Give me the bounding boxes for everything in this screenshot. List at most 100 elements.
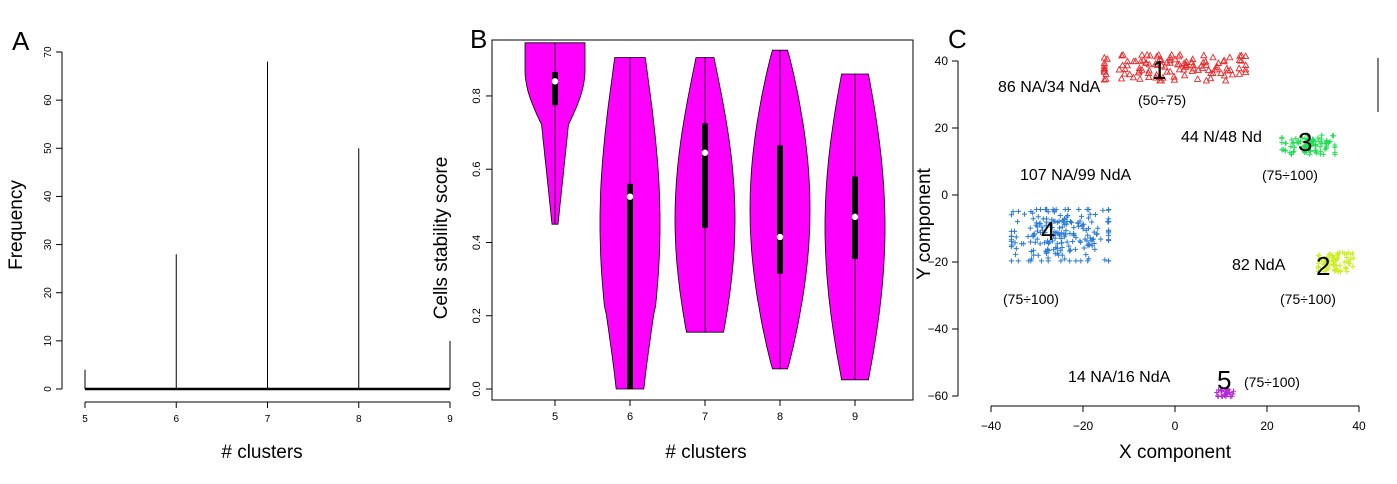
cluster-3-annotation: 44 N/48 Nd [1181,129,1262,146]
cluster-point [1204,66,1213,73]
cluster-point [1087,211,1093,217]
panel-a-bars [84,61,451,389]
cluster-point [1136,74,1144,82]
cluster-point [1085,232,1091,238]
cluster-point [1102,257,1108,263]
cluster-point [1080,226,1086,232]
cluster-point [1086,206,1092,213]
panel-b-median-6 [626,193,634,200]
cluster-point [1067,258,1073,264]
cluster-point [1170,72,1178,80]
cluster-point [1119,50,1127,58]
cluster-point [1049,224,1055,231]
panel-c-y-tick-label: 40 [935,54,949,68]
panel-b-x-ticks: 5 6 7 8 9 [552,400,858,423]
panel-a-x-ticks: 5 6 7 8 9 [82,402,453,425]
cluster-point [1145,60,1153,68]
panel-c-x-tick-label: −40 [981,419,1002,433]
panel-a-axes [61,52,450,403]
cluster-point [1291,145,1298,151]
cluster-point [1241,52,1250,60]
cluster-point [1321,261,1327,268]
cluster-point [1179,65,1188,73]
cluster-point [1130,57,1138,65]
cluster-point [1064,214,1070,220]
cluster-point [1105,219,1111,225]
panel-c-y-tick-label: −60 [928,389,949,403]
panel-c-y-tick-label: −20 [928,255,949,269]
cluster-point [1067,230,1073,237]
cluster-point [1028,208,1034,215]
cluster-point [1334,250,1340,256]
cluster-point [1050,206,1056,213]
cluster-point [1241,61,1250,68]
cluster-point [1339,249,1346,255]
cluster-point [1295,138,1302,144]
cluster-point [1085,215,1092,221]
cluster-1-number: 1 [1152,55,1166,85]
cluster-point [1302,150,1308,156]
cluster-point [1086,242,1092,248]
cluster-point [1228,70,1237,78]
cluster-point [1091,229,1097,235]
cluster-point [1118,51,1126,59]
cluster-point [1100,53,1109,61]
cluster-1-points [1100,50,1250,84]
cluster-point [1089,243,1095,249]
cluster-point [1316,138,1322,145]
cluster-point [1094,231,1100,237]
cluster-point [1288,143,1294,150]
cluster-point [1142,59,1150,66]
cluster-point [1030,216,1036,222]
cluster-point [1332,151,1338,157]
cluster-point [1033,222,1039,228]
cluster-point [1237,56,1245,64]
cluster-point [1199,64,1207,72]
panel-c-y-tick-label: 0 [941,188,948,202]
panel-b-violins [524,42,886,390]
cluster-point [1152,71,1161,78]
panel-a-x-tick-label: 8 [356,414,362,425]
cluster-point [1193,75,1202,82]
cluster-point [1155,55,1164,63]
cluster-point [1025,233,1031,240]
cluster-point [1045,258,1051,264]
cluster-point [1351,255,1357,261]
cluster-point [1081,245,1087,251]
cluster-point [1170,75,1179,83]
cluster-point [1201,57,1210,65]
panel-b-x-tick-label: 7 [702,411,708,423]
cluster-point [1217,69,1225,77]
panel-c-x-tick-label: 40 [1352,419,1366,433]
cluster-point [1042,229,1048,235]
cluster-point [1313,142,1319,148]
cluster-point [1014,219,1021,225]
cluster-point [1219,57,1228,65]
cluster-point [1317,151,1323,157]
cluster-point [1027,239,1034,245]
cluster-point [1072,246,1078,252]
cluster-point [1067,218,1074,225]
cluster-point [1325,140,1331,147]
cluster-2-range: (75÷100) [1280,291,1336,307]
cluster-point [1306,147,1313,154]
cluster-point [1283,140,1289,146]
panel-c-y-tick-label: 20 [935,121,949,135]
cluster-point [1307,143,1313,149]
panel-c-y-ticks: −60 −40 −20 0 20 40 [928,54,958,403]
panel-b-frame [491,39,914,401]
panel-b-violin: 5 6 7 8 9 0.0 0.2 0.4 0.6 0.8 # clusters Cells s… [431,39,914,463]
cluster-point [1033,206,1040,213]
cluster-point [1067,247,1074,253]
cluster-point [1218,388,1224,394]
panel-b-median-9 [851,213,859,221]
cluster-point [1304,132,1311,138]
cluster-point [1083,227,1089,233]
panel-c-x-tick-label: 0 [1172,419,1179,433]
panel-c-points [1008,50,1357,400]
cluster-point [1288,151,1294,157]
cluster-point [1058,248,1064,254]
cluster-point [1230,388,1237,394]
panel-b-y-tick-label: 0.2 [471,308,483,323]
cluster-point [1323,137,1329,144]
